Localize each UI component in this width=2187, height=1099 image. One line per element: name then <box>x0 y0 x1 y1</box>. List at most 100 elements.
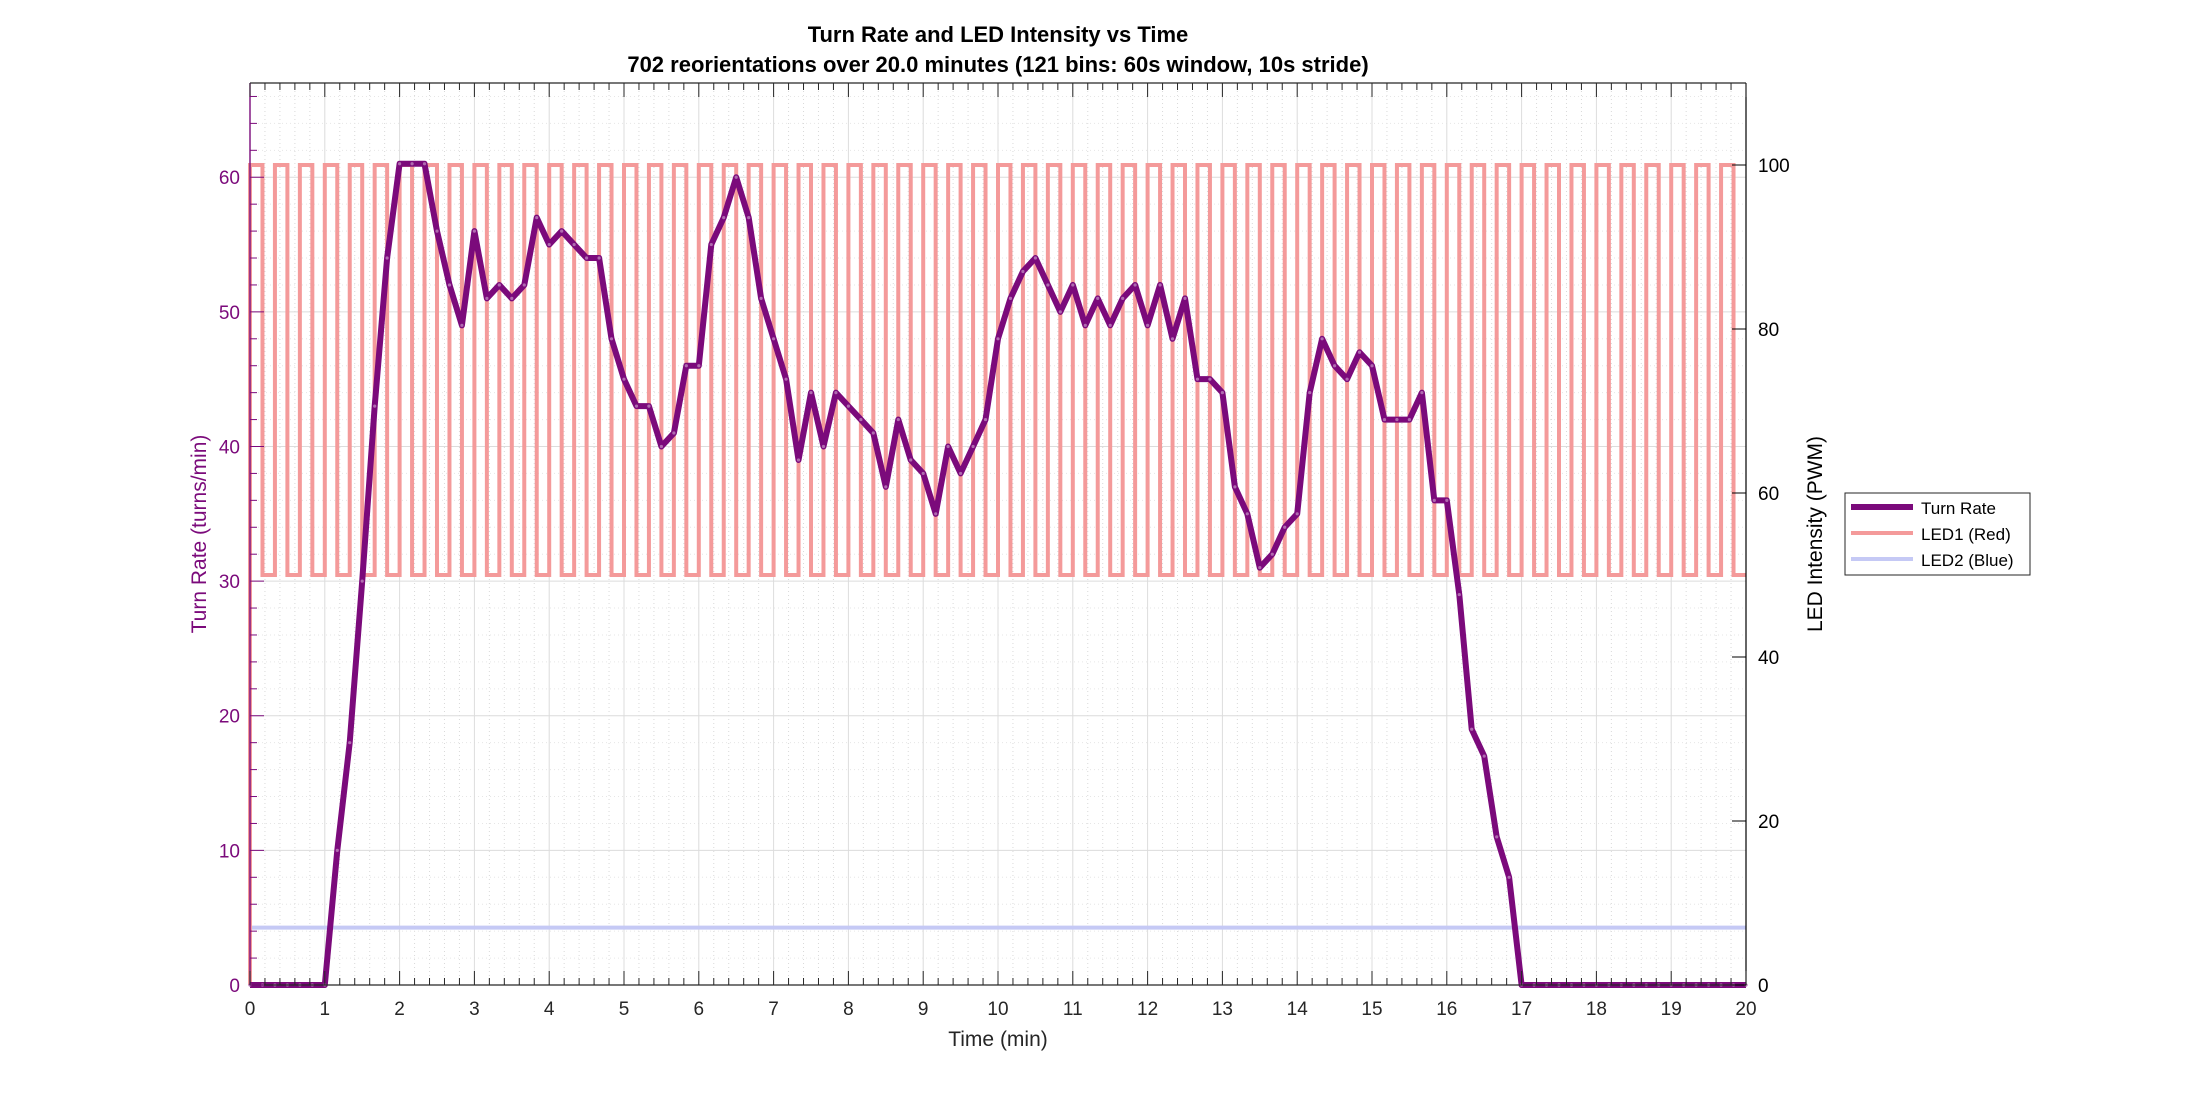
turn-rate-point <box>1220 391 1224 395</box>
turn-rate-point <box>971 444 975 449</box>
turn-rate-point <box>510 296 514 301</box>
turn-rate-point <box>772 337 776 341</box>
turn-rate-point <box>1345 377 1349 381</box>
turn-rate-point <box>1258 566 1262 570</box>
y-tick-label-left: 0 <box>229 976 240 997</box>
turn-rate-point <box>759 296 763 301</box>
turn-rate-point <box>734 175 738 179</box>
x-tick-label: 2 <box>394 999 405 1020</box>
turn-rate-point <box>1208 377 1212 381</box>
turn-rate-point <box>909 458 913 462</box>
x-tick-label: 5 <box>619 999 630 1020</box>
turn-rate-point <box>373 404 377 408</box>
turn-rate-point <box>784 377 788 381</box>
turn-rate-point <box>560 229 564 233</box>
turn-rate-point <box>1146 323 1150 327</box>
y-tick-label-right: 0 <box>1758 976 1769 997</box>
chart-subtitle: 702 reorientations over 20.0 minutes (12… <box>627 52 1368 77</box>
y-tick-label-right: 60 <box>1758 484 1779 505</box>
turn-rate-point <box>597 256 601 260</box>
turn-rate-point <box>572 242 576 247</box>
turn-rate-point <box>447 283 452 287</box>
turn-rate-point <box>385 256 389 260</box>
turn-rate-point <box>1407 417 1411 422</box>
legend-label-turn-rate: Turn Rate <box>1921 499 1996 518</box>
turn-rate-point <box>1507 875 1511 879</box>
x-tick-label: 17 <box>1511 999 1532 1020</box>
turn-rate-point <box>1183 296 1187 301</box>
turn-rate-point <box>1495 835 1499 839</box>
turn-rate-point <box>846 404 851 408</box>
turn-rate-point <box>1283 525 1287 529</box>
x-tick-label: 4 <box>544 999 555 1020</box>
turn-rate-point <box>1308 391 1312 395</box>
turn-rate-point <box>1233 485 1237 489</box>
turn-rate-point <box>1245 512 1249 516</box>
y-tick-label-left: 30 <box>219 572 240 593</box>
turn-rate-point <box>1046 283 1050 287</box>
x-tick-label: 20 <box>1735 999 1756 1020</box>
x-tick-label: 16 <box>1436 999 1457 1020</box>
y-axis-label-left: Turn Rate (turns/min) <box>188 435 211 634</box>
turn-rate-point <box>697 364 701 368</box>
chart-title: Turn Rate and LED Intensity vs Time <box>808 22 1189 47</box>
turn-rate-point <box>896 417 900 422</box>
turn-rate-point <box>547 242 551 247</box>
turn-rate-point <box>647 404 651 408</box>
turn-rate-point <box>821 444 826 449</box>
turn-rate-point <box>983 417 988 422</box>
legend: Turn Rate LED1 (Red) LED2 (Blue) <box>1844 492 2031 576</box>
turn-rate-point <box>435 229 439 233</box>
turn-rate-point <box>1133 283 1137 287</box>
y-tick-label-left: 60 <box>219 168 240 189</box>
turn-rate-point <box>1195 377 1200 381</box>
turn-rate-point <box>497 283 501 287</box>
turn-rate-point <box>472 229 476 233</box>
turn-rate-point <box>460 323 464 327</box>
turn-rate-point <box>722 216 726 220</box>
legend-label-led1: LED1 (Red) <box>1921 525 2011 544</box>
turn-rate-point <box>1395 417 1399 422</box>
tick-labels: 0 1 2 3 4 5 6 7 8 9 10 11 12 13 14 15 16 17 18 19 2001020304… <box>219 156 1790 1020</box>
x-tick-label: 15 <box>1361 999 1382 1020</box>
x-tick-label: 12 <box>1137 999 1158 1020</box>
turn-rate-point <box>1096 296 1100 301</box>
y-tick-label-left: 20 <box>219 707 240 728</box>
y-tick-label-right: 100 <box>1758 156 1790 177</box>
x-tick-label: 14 <box>1287 999 1309 1020</box>
turn-rate-point <box>1083 323 1087 327</box>
x-tick-label: 8 <box>843 999 854 1020</box>
turn-rate-series <box>248 160 1748 988</box>
turn-rate-point <box>959 471 963 476</box>
turn-rate-point <box>1357 350 1362 354</box>
y-tick-label-left: 40 <box>219 437 240 458</box>
y-tick-label-left: 10 <box>219 841 240 862</box>
turn-rate-point <box>485 296 489 301</box>
legend-label-led2: LED2 (Blue) <box>1921 551 2014 570</box>
turn-rate-point <box>884 485 888 489</box>
x-tick-label: 1 <box>320 999 331 1020</box>
turn-rate-point <box>1457 592 1461 597</box>
turn-rate-point <box>996 337 1000 341</box>
turn-rate-point <box>360 579 364 583</box>
turn-rate-point <box>1008 296 1013 301</box>
turn-rate-point <box>659 444 664 449</box>
y-tick-label-right: 40 <box>1758 648 1779 669</box>
y-tick-label-right: 20 <box>1758 812 1779 833</box>
turn-rate-point <box>1108 323 1112 327</box>
turn-rate-point <box>946 444 950 449</box>
turn-rate-point <box>522 283 526 287</box>
turn-rate-point <box>398 162 402 166</box>
turn-rate-point <box>1470 727 1474 731</box>
turn-rate-point <box>1121 296 1125 301</box>
x-tick-label: 6 <box>694 999 705 1020</box>
axes <box>249 82 1747 986</box>
turn-rate-point <box>809 391 813 395</box>
turn-rate-point <box>1295 512 1299 516</box>
x-tick-label: 10 <box>987 999 1008 1020</box>
turn-rate-point <box>1370 364 1374 368</box>
turn-rate-point <box>1333 364 1337 368</box>
turn-rate-point <box>1320 337 1324 341</box>
x-tick-label: 18 <box>1586 999 1607 1020</box>
